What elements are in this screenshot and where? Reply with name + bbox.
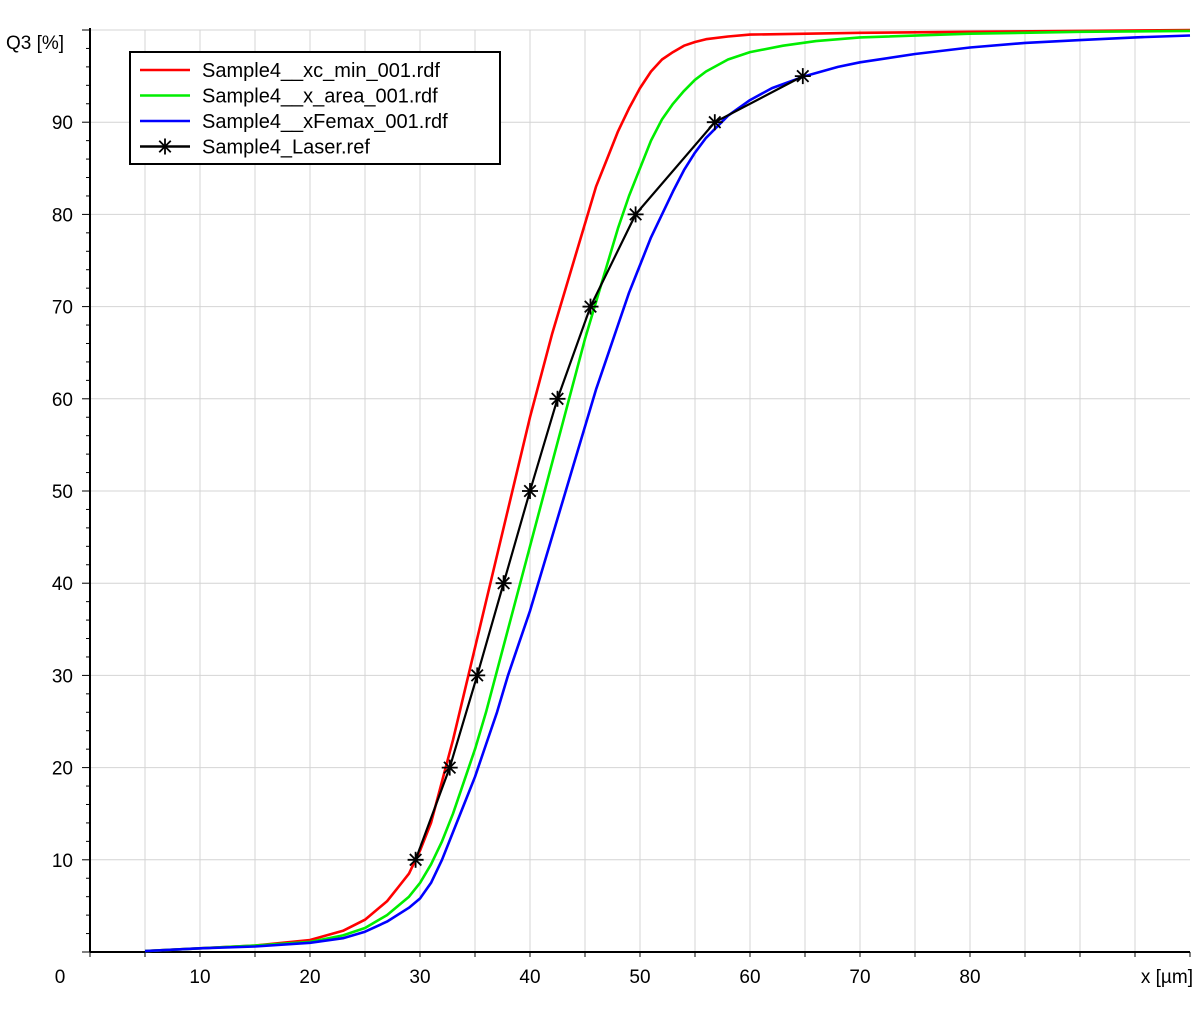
x-axis-title: x [µm] [1141, 967, 1193, 988]
grid [90, 29, 1190, 952]
y-tick-label: 30 [52, 666, 73, 687]
legend-label: Sample4_Laser.ref [202, 137, 370, 159]
data-point-marker [407, 851, 424, 868]
series-line-2 [144, 29, 1191, 953]
data-point-marker [157, 138, 173, 155]
data-point-marker [522, 483, 538, 499]
y-tick-label: 60 [52, 390, 73, 411]
x-tick-label: 0 [55, 967, 66, 988]
x-tick-label: 80 [959, 967, 980, 988]
x-tick-label: 70 [849, 967, 870, 988]
y-tick-label: 70 [52, 298, 73, 319]
x-tick-label: 60 [739, 967, 760, 988]
legend-label: Sample4__xFemax_001.rdf [202, 111, 448, 133]
x-tick-label: 20 [299, 967, 320, 988]
data-point-marker [495, 575, 512, 592]
data-point-marker [627, 206, 644, 223]
data-point-marker [706, 114, 723, 131]
x-tick-label: 10 [189, 967, 210, 988]
series-line-4 [414, 75, 804, 861]
x-tick-label: 50 [629, 967, 650, 988]
legend-label: Sample4__xc_min_001.rdf [202, 60, 440, 82]
data-point-marker [794, 68, 811, 85]
y-axis-title: Q3 [%] [6, 33, 64, 54]
y-tick-label: 40 [52, 574, 73, 595]
series-line-3 [144, 34, 1191, 953]
data-point-marker [441, 759, 458, 776]
series-line-1 [144, 28, 1191, 953]
y-tick-label: 50 [52, 482, 73, 503]
tick-labels: 10 20 30 40 50 60 70 80 90 0 10 20 30 40 50 60 70 80 [52, 113, 981, 988]
legend-box [129, 51, 501, 165]
data-point-marker [549, 390, 566, 407]
y-tick-label: 90 [52, 113, 73, 134]
data-point-marker [582, 298, 599, 315]
series-layer [144, 28, 1191, 953]
axes [82, 28, 1191, 957]
x-tick-label: 40 [519, 967, 540, 988]
y-tick-label: 20 [52, 759, 73, 780]
data-point-marker [469, 667, 486, 684]
y-tick-label: 10 [52, 851, 73, 872]
x-tick-label: 30 [409, 967, 430, 988]
y-tick-label: 80 [52, 205, 73, 226]
legend: Sample4__xc_min_001.rdf Sample4__x_area_0… [129, 51, 501, 165]
legend-label: Sample4__x_area_001.rdf [202, 86, 438, 108]
